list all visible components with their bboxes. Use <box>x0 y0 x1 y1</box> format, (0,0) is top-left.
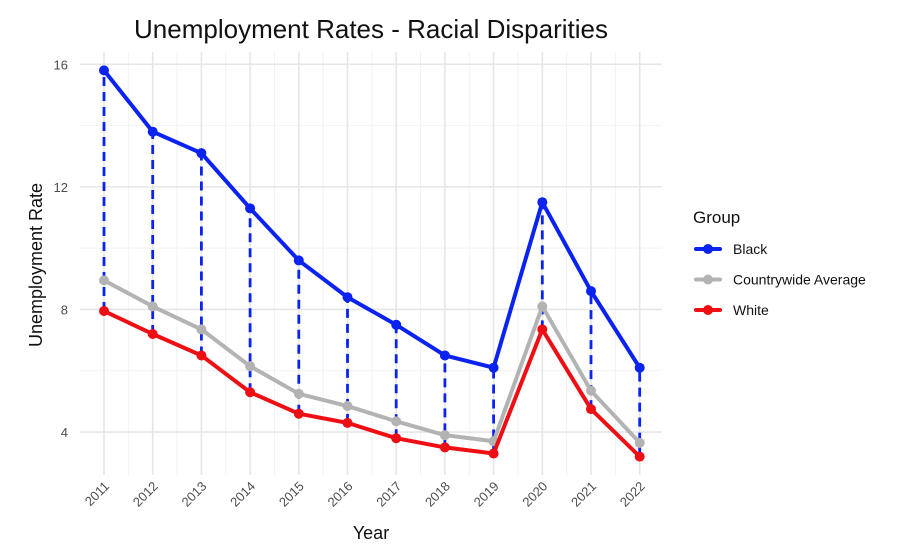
x-tick-label: 2020 <box>519 479 550 510</box>
data-point-countrywide-average <box>586 385 596 396</box>
data-point-white <box>439 442 450 453</box>
x-tick-label: 2015 <box>276 479 307 510</box>
x-tick-label: 2022 <box>617 479 648 510</box>
legend-key-point-white <box>703 305 713 315</box>
legend-label-black: Black <box>733 241 768 257</box>
y-tick-label: 12 <box>54 180 68 195</box>
data-point-countrywide-average <box>537 301 548 312</box>
y-tick-label: 8 <box>61 302 68 317</box>
data-point-countrywide-average <box>147 301 158 312</box>
y-tick-label: 4 <box>61 425 68 440</box>
data-point-countrywide-average <box>196 324 207 335</box>
data-point-countrywide-average <box>391 416 402 427</box>
chart-title: Unemployment Rates - Racial Disparities <box>134 14 608 44</box>
data-point-white <box>342 417 353 428</box>
data-point-black <box>147 126 158 137</box>
series-line-countrywide-average <box>102 278 642 445</box>
x-tick-label: 2014 <box>227 479 258 510</box>
x-axis-title: Year <box>353 523 389 543</box>
data-point-white <box>245 387 256 398</box>
data-point-white <box>293 408 304 419</box>
y-axis-title: Unemployment Rate <box>26 183 46 347</box>
data-point-countrywide-average <box>293 388 304 399</box>
data-point-white <box>488 448 499 459</box>
data-point-black <box>293 255 304 266</box>
data-point-white <box>99 306 109 317</box>
series-line-black <box>102 68 642 370</box>
data-point-white <box>147 329 158 339</box>
x-tick-label: 2016 <box>325 479 356 510</box>
legend-title: Group <box>693 208 740 227</box>
data-point-black <box>439 350 450 361</box>
data-point-countrywide-average <box>99 275 109 286</box>
x-tick-label: 2019 <box>471 479 502 510</box>
x-tick-label: 2011 <box>82 479 112 509</box>
y-tick-label: 16 <box>54 57 68 72</box>
data-point-countrywide-average <box>439 430 450 441</box>
legend-label-countrywide-average: Countrywide Average <box>733 272 866 288</box>
x-tick-label: 2021 <box>568 479 599 510</box>
x-tick-label: 2017 <box>373 479 404 510</box>
data-point-black <box>586 286 596 297</box>
data-point-black <box>342 292 353 303</box>
data-point-countrywide-average <box>634 437 645 448</box>
x-tick-label: 2018 <box>422 479 453 510</box>
data-point-white <box>196 350 207 361</box>
data-point-white <box>634 451 645 462</box>
legend-key-point-black <box>703 244 713 254</box>
data-point-countrywide-average <box>245 361 256 372</box>
data-point-white <box>586 404 596 415</box>
legend-key-point-countrywide-average <box>703 274 713 285</box>
data-point-black <box>488 362 499 373</box>
legend: Group Black Countrywide Average White <box>693 208 866 318</box>
data-point-black <box>99 65 109 76</box>
legend-label-white: White <box>733 302 769 318</box>
data-point-white <box>391 433 402 444</box>
data-point-black <box>537 197 548 208</box>
x-tick-label: 2013 <box>178 479 209 510</box>
data-point-white <box>537 324 548 335</box>
data-point-black <box>245 203 256 214</box>
series-line-white <box>102 309 642 459</box>
series-layer <box>99 65 645 462</box>
data-point-black <box>634 362 645 373</box>
data-point-black <box>391 319 402 330</box>
x-tick-label: 2012 <box>130 479 161 510</box>
data-point-black <box>196 148 207 159</box>
data-point-countrywide-average <box>342 401 353 412</box>
